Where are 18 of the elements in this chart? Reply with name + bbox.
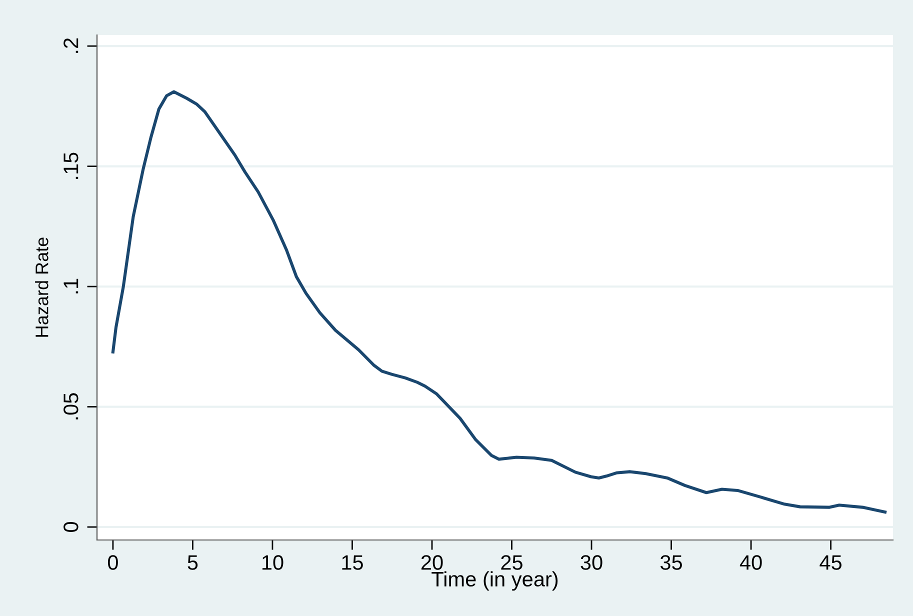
y-tick-label: .1 — [64, 278, 78, 294]
x-tick-label: 5 — [188, 555, 198, 570]
y-axis-title: Hazard Rate — [35, 238, 48, 337]
y-tick-label: .15 — [64, 152, 78, 179]
x-tick-label: 0 — [108, 555, 118, 570]
x-tick-label: 25 — [501, 555, 522, 570]
x-axis-title: Time (in year) — [432, 571, 558, 591]
x-tick-label: 35 — [660, 555, 682, 570]
x-tick-label: 15 — [342, 555, 363, 570]
x-tick-label: 45 — [820, 555, 842, 570]
x-tick-label: 40 — [740, 555, 762, 570]
line-series — [111, 90, 887, 514]
x-tick-label: 10 — [262, 555, 284, 570]
x-tick-label: 20 — [421, 555, 443, 570]
y-tick-label: 0 — [64, 522, 78, 532]
y-tick-label: .2 — [64, 38, 78, 53]
y-tick-label: .05 — [64, 393, 78, 420]
x-tick-label: 30 — [580, 555, 602, 570]
